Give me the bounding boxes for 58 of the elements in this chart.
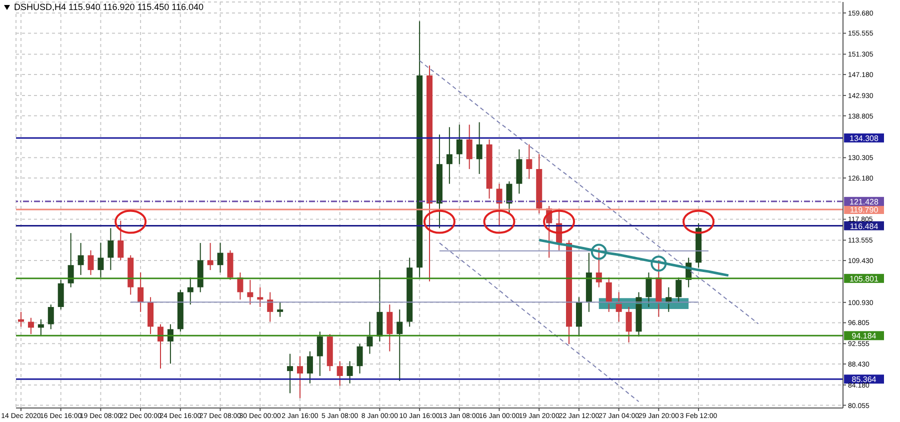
candlestick xyxy=(48,304,54,330)
ref-line-label: 105.801 xyxy=(850,274,880,284)
candlestick xyxy=(476,122,482,174)
candlestick xyxy=(606,276,612,312)
candlestick xyxy=(316,331,323,376)
candlestick xyxy=(18,311,24,328)
candlestick xyxy=(626,306,632,343)
candlestick xyxy=(666,286,672,312)
point xyxy=(423,210,456,234)
line-series xyxy=(419,60,759,324)
candlestick xyxy=(296,356,303,399)
candlestick xyxy=(38,318,44,337)
ref-line-label: 116.484 xyxy=(850,222,879,231)
ref-line-label: 94.184 xyxy=(852,332,877,341)
candlestick xyxy=(456,124,462,165)
candlestick xyxy=(336,360,343,386)
candlestick xyxy=(356,343,363,374)
line-series xyxy=(438,242,640,402)
chart-title: DSHUSD,H4 115.940 116.920 115.450 116.040 xyxy=(14,2,204,12)
candlestick xyxy=(68,232,74,288)
candlestick xyxy=(267,292,274,322)
candlestick xyxy=(78,242,84,276)
ref-line-label: 134.308 xyxy=(850,134,880,143)
candlestick xyxy=(346,360,353,384)
candlestick xyxy=(676,276,682,303)
candlestick xyxy=(118,220,124,261)
candlestick xyxy=(506,180,512,214)
candlestick xyxy=(28,317,34,335)
candlestick xyxy=(396,308,403,382)
candlestick xyxy=(247,279,254,306)
candlestick xyxy=(157,324,164,370)
candlestick xyxy=(466,124,472,170)
candlestick xyxy=(366,321,373,354)
candlestick xyxy=(88,250,94,276)
candlestick xyxy=(138,272,144,312)
point xyxy=(650,256,667,272)
point xyxy=(114,210,147,234)
candlestick xyxy=(386,304,393,352)
candlestick xyxy=(646,272,652,308)
candlestick xyxy=(187,276,194,306)
candlestick xyxy=(257,286,264,308)
ref-line-label: 119.790 xyxy=(850,205,879,214)
candlestick xyxy=(98,242,104,278)
candlestick xyxy=(287,353,294,394)
candlestick xyxy=(496,183,502,226)
point xyxy=(682,210,715,234)
candlestick xyxy=(306,350,313,384)
candlestick xyxy=(217,242,224,273)
point xyxy=(543,210,576,234)
point xyxy=(483,210,516,234)
point xyxy=(590,244,607,260)
candlestick xyxy=(526,144,532,180)
candlestick xyxy=(207,242,214,271)
candlestick xyxy=(277,302,284,318)
ref-line-label: 121.428 xyxy=(850,197,880,206)
candlestick xyxy=(58,279,64,310)
candlestick xyxy=(108,228,114,271)
candlestick xyxy=(446,126,452,184)
